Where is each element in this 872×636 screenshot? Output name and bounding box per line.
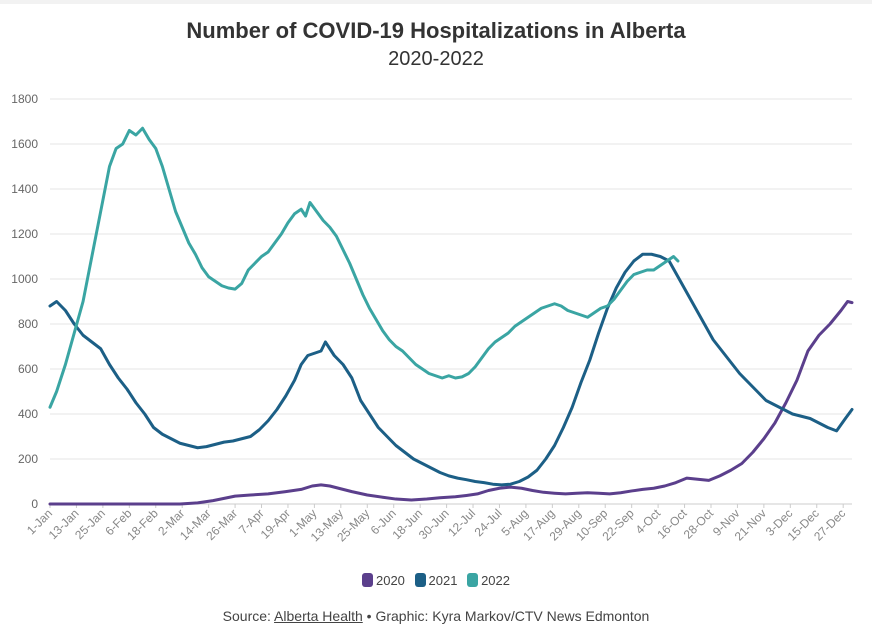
y-tick-label: 400 xyxy=(18,407,38,421)
x-tick-label: 25-Jan xyxy=(72,506,108,542)
x-tick-label: 30-Jun xyxy=(416,506,452,542)
source-credit: Source: Alberta Health • Graphic: Kyra M… xyxy=(0,608,872,624)
legend-swatch-2020 xyxy=(361,573,373,588)
x-tick-label: 24-Jul xyxy=(472,506,505,539)
y-tick-label: 1200 xyxy=(11,227,38,241)
top-rule xyxy=(0,0,872,4)
y-tick-label: 200 xyxy=(18,452,38,466)
series-line-2022[interactable] xyxy=(48,126,680,409)
y-tick-label: 1400 xyxy=(11,182,38,196)
source-credit-text: Graphic: Kyra Markov/CTV News Edmonton xyxy=(375,608,650,624)
y-tick-label: 1800 xyxy=(11,92,38,106)
grid-lines xyxy=(50,98,852,505)
y-tick-label: 1000 xyxy=(11,272,38,286)
source-prefix: Source: xyxy=(222,608,275,624)
y-tick-label: 600 xyxy=(18,362,38,376)
y-tick-label: 800 xyxy=(18,317,38,331)
chart-canvas: 0 200 400 600 800 1000 1200 1400 1600 1800 1-Jan1… xyxy=(11,92,854,544)
legend-item-2020[interactable]: 2020 xyxy=(361,573,405,589)
legend: 2020 2021 2022 xyxy=(0,572,872,588)
x-tick-label: 28-Oct xyxy=(681,506,717,542)
source-link[interactable]: Alberta Health xyxy=(274,608,363,624)
legend-item-2021[interactable]: 2021 xyxy=(414,573,458,589)
x-axis-ticks: 1-Jan13-Jan25-Jan6-Feb18-Feb2-Mar14-Mar2… xyxy=(24,504,848,544)
y-tick-label: 1600 xyxy=(11,137,38,151)
source-bullet: • xyxy=(362,608,376,624)
legend-item-2022[interactable]: 2022 xyxy=(467,573,510,588)
series-lines xyxy=(48,126,854,506)
legend-label-2020: 2020 xyxy=(375,573,405,589)
series-line-2021[interactable] xyxy=(48,252,854,487)
series-line-2020[interactable] xyxy=(48,300,854,506)
y-axis-ticks: 0 200 400 600 800 1000 1200 1400 1600 1800 xyxy=(11,92,38,511)
chart-title: Number of COVID-19 Hospitalizations in A… xyxy=(186,18,686,43)
x-tick-label: 12-Jul xyxy=(445,506,478,539)
legend-label-2021: 2021 xyxy=(428,573,458,589)
x-tick-label: 19-Apr xyxy=(258,506,293,541)
legend-swatch-2021 xyxy=(414,573,426,588)
legend-swatch-2022 xyxy=(467,573,479,588)
legend-label-2022: 2022 xyxy=(481,573,510,589)
y-tick-label: 0 xyxy=(31,497,38,511)
chart-subtitle: 2020-2022 xyxy=(388,48,484,70)
